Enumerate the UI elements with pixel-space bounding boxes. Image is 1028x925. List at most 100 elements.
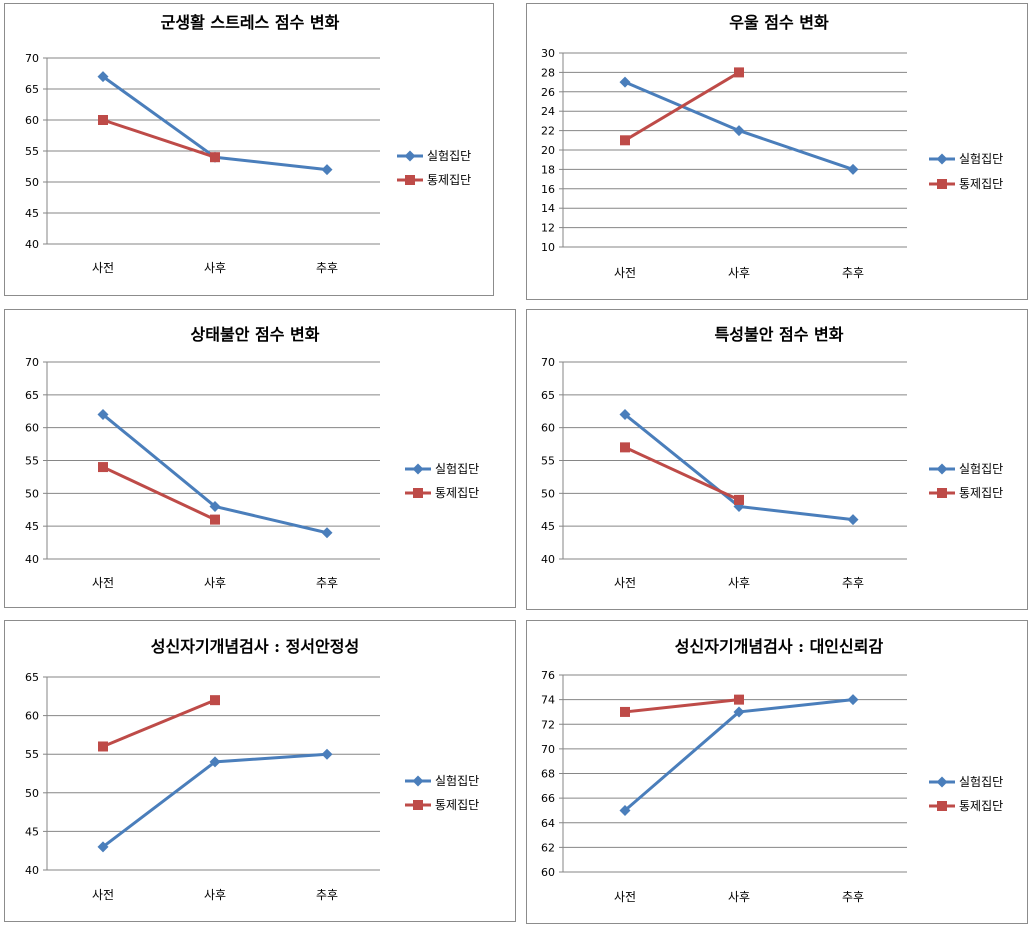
x-tick-label: 사전 <box>614 266 636 280</box>
data-point-control <box>98 462 108 473</box>
series-line-control <box>624 698 740 714</box>
y-tick-label: 50 <box>25 787 39 800</box>
chart-panel-interpersonal-trust: 성신자기개념검사 : 대인신뢰감 60 62 64 66 68 70 72 74 76 사전 사후 추후… <box>526 620 1028 924</box>
legend-marker <box>404 150 416 162</box>
data-point-control <box>98 741 108 752</box>
y-tick-label: 40 <box>25 238 39 251</box>
data-point-control <box>210 152 220 163</box>
legend-marker <box>936 153 948 165</box>
y-tick-label: 65 <box>25 389 39 402</box>
y-tick-label: 45 <box>25 825 39 838</box>
legend-label: 실험집단 <box>959 775 1003 789</box>
y-tick-label: 60 <box>25 114 39 127</box>
y-tick-label: 70 <box>541 356 555 369</box>
y-tick-label: 64 <box>541 817 555 830</box>
chart-panel-trait-anxiety: 특성불안 점수 변화 40 45 50 55 60 65 70 사전 사후 추후 실험집단 통제집단 <box>526 309 1028 610</box>
legend-label: 통제집단 <box>435 486 479 500</box>
series-line-control <box>102 698 216 748</box>
y-tick-label: 55 <box>25 748 39 761</box>
chart-title: 군생활 스트레스 점수 변화 <box>161 13 340 32</box>
y-tick-label: 60 <box>541 866 555 879</box>
legend-label: 통제집단 <box>959 177 1003 191</box>
series-line-control <box>624 446 740 502</box>
chart-title: 우울 점수 변화 <box>729 13 829 32</box>
legend-label: 통제집단 <box>959 799 1003 813</box>
y-tick-label: 10 <box>541 241 555 254</box>
data-point-experimental <box>97 409 109 421</box>
y-tick-label: 55 <box>25 145 39 158</box>
y-tick-label: 65 <box>25 83 39 96</box>
legend-label: 실험집단 <box>435 774 479 788</box>
y-tick-label: 55 <box>25 455 39 468</box>
y-tick-label: 50 <box>541 487 555 500</box>
data-point-experimental <box>209 756 221 768</box>
y-tick-label: 60 <box>541 422 555 435</box>
data-point-experimental <box>847 163 859 175</box>
data-point-experimental <box>321 527 333 539</box>
legend-label: 실험집단 <box>435 462 479 476</box>
chart-panel-military-stress: 군생활 스트레스 점수 변화 40 45 50 55 60 65 70 사전 사후 추후 실험집단 통제… <box>4 3 494 296</box>
y-tick-label: 22 <box>541 125 555 138</box>
data-point-experimental <box>209 500 221 512</box>
legend-marker <box>937 488 947 498</box>
data-point-control <box>620 706 630 717</box>
y-tick-label: 50 <box>25 487 39 500</box>
x-tick-label: 사전 <box>92 888 114 902</box>
chart-svg-depression: 우울 점수 변화 10 12 14 16 18 20 22 24 26 28 30 사전 사후 추후 실험집단… <box>541 13 1003 280</box>
y-tick-label: 72 <box>541 718 555 731</box>
y-tick-label: 40 <box>541 553 555 566</box>
x-tick-label: 사전 <box>92 576 114 590</box>
chart-svg-interpersonal-trust: 성신자기개념검사 : 대인신뢰감 60 62 64 66 68 70 72 74 76 사전 사후 추후… <box>541 637 1003 904</box>
legend-marker <box>937 179 947 189</box>
y-tick-label: 65 <box>541 389 555 402</box>
y-tick-label: 14 <box>541 202 555 215</box>
y-tick-label: 66 <box>541 792 555 805</box>
y-tick-label: 76 <box>541 669 555 682</box>
x-tick-label: 사후 <box>204 261 226 275</box>
data-point-control <box>620 442 630 453</box>
series-line-control <box>624 71 740 142</box>
x-tick-label: 사후 <box>204 888 226 902</box>
y-tick-label: 45 <box>25 520 39 533</box>
data-point-control <box>734 694 744 705</box>
y-tick-label: 24 <box>541 105 555 118</box>
legend-marker <box>412 775 424 787</box>
chart-svg-emotional-stability: 성신자기개념검사 : 정서안정성 40 45 50 55 60 65 사전 사후 추후 실험집단통제… <box>25 637 479 902</box>
y-tick-label: 45 <box>541 520 555 533</box>
series-line-experimental <box>102 752 328 849</box>
x-tick-label: 사후 <box>204 576 226 590</box>
data-point-experimental <box>97 71 109 83</box>
chart-title: 성신자기개념검사 : 대인신뢰감 <box>675 637 884 656</box>
data-point-experimental <box>619 409 631 421</box>
chart-title: 특성불안 점수 변화 <box>715 325 844 344</box>
x-tick-label: 사후 <box>728 890 750 904</box>
data-point-experimental <box>321 164 333 176</box>
y-tick-label: 40 <box>25 864 39 877</box>
data-point-experimental <box>847 514 859 526</box>
y-tick-label: 74 <box>541 694 555 707</box>
y-tick-label: 62 <box>541 841 555 854</box>
x-tick-label: 사후 <box>728 576 750 590</box>
y-tick-label: 18 <box>541 163 555 176</box>
y-tick-label: 68 <box>541 768 555 781</box>
data-point-experimental <box>847 694 859 706</box>
data-point-experimental <box>97 841 109 853</box>
legend-marker <box>937 801 947 811</box>
x-tick-label: 사전 <box>614 890 636 904</box>
data-point-control <box>620 135 630 146</box>
x-tick-label: 사전 <box>614 576 636 590</box>
chart-title: 상태불안 점수 변화 <box>191 325 320 344</box>
y-tick-label: 12 <box>541 222 555 235</box>
legend-label: 실험집단 <box>959 462 1003 476</box>
y-tick-label: 70 <box>25 356 39 369</box>
x-tick-label: 추후 <box>316 261 338 275</box>
y-tick-label: 70 <box>541 743 555 756</box>
chart-panel-state-anxiety: 상태불안 점수 변화 40 45 50 55 60 65 70 사전 사후 추후 실험집단 통제집단 <box>4 309 516 608</box>
data-point-control <box>98 115 108 125</box>
y-tick-label: 30 <box>541 47 555 60</box>
data-point-control <box>210 514 220 525</box>
legend-marker <box>413 488 423 498</box>
x-tick-label: 추후 <box>842 890 864 904</box>
y-tick-label: 60 <box>25 710 39 723</box>
